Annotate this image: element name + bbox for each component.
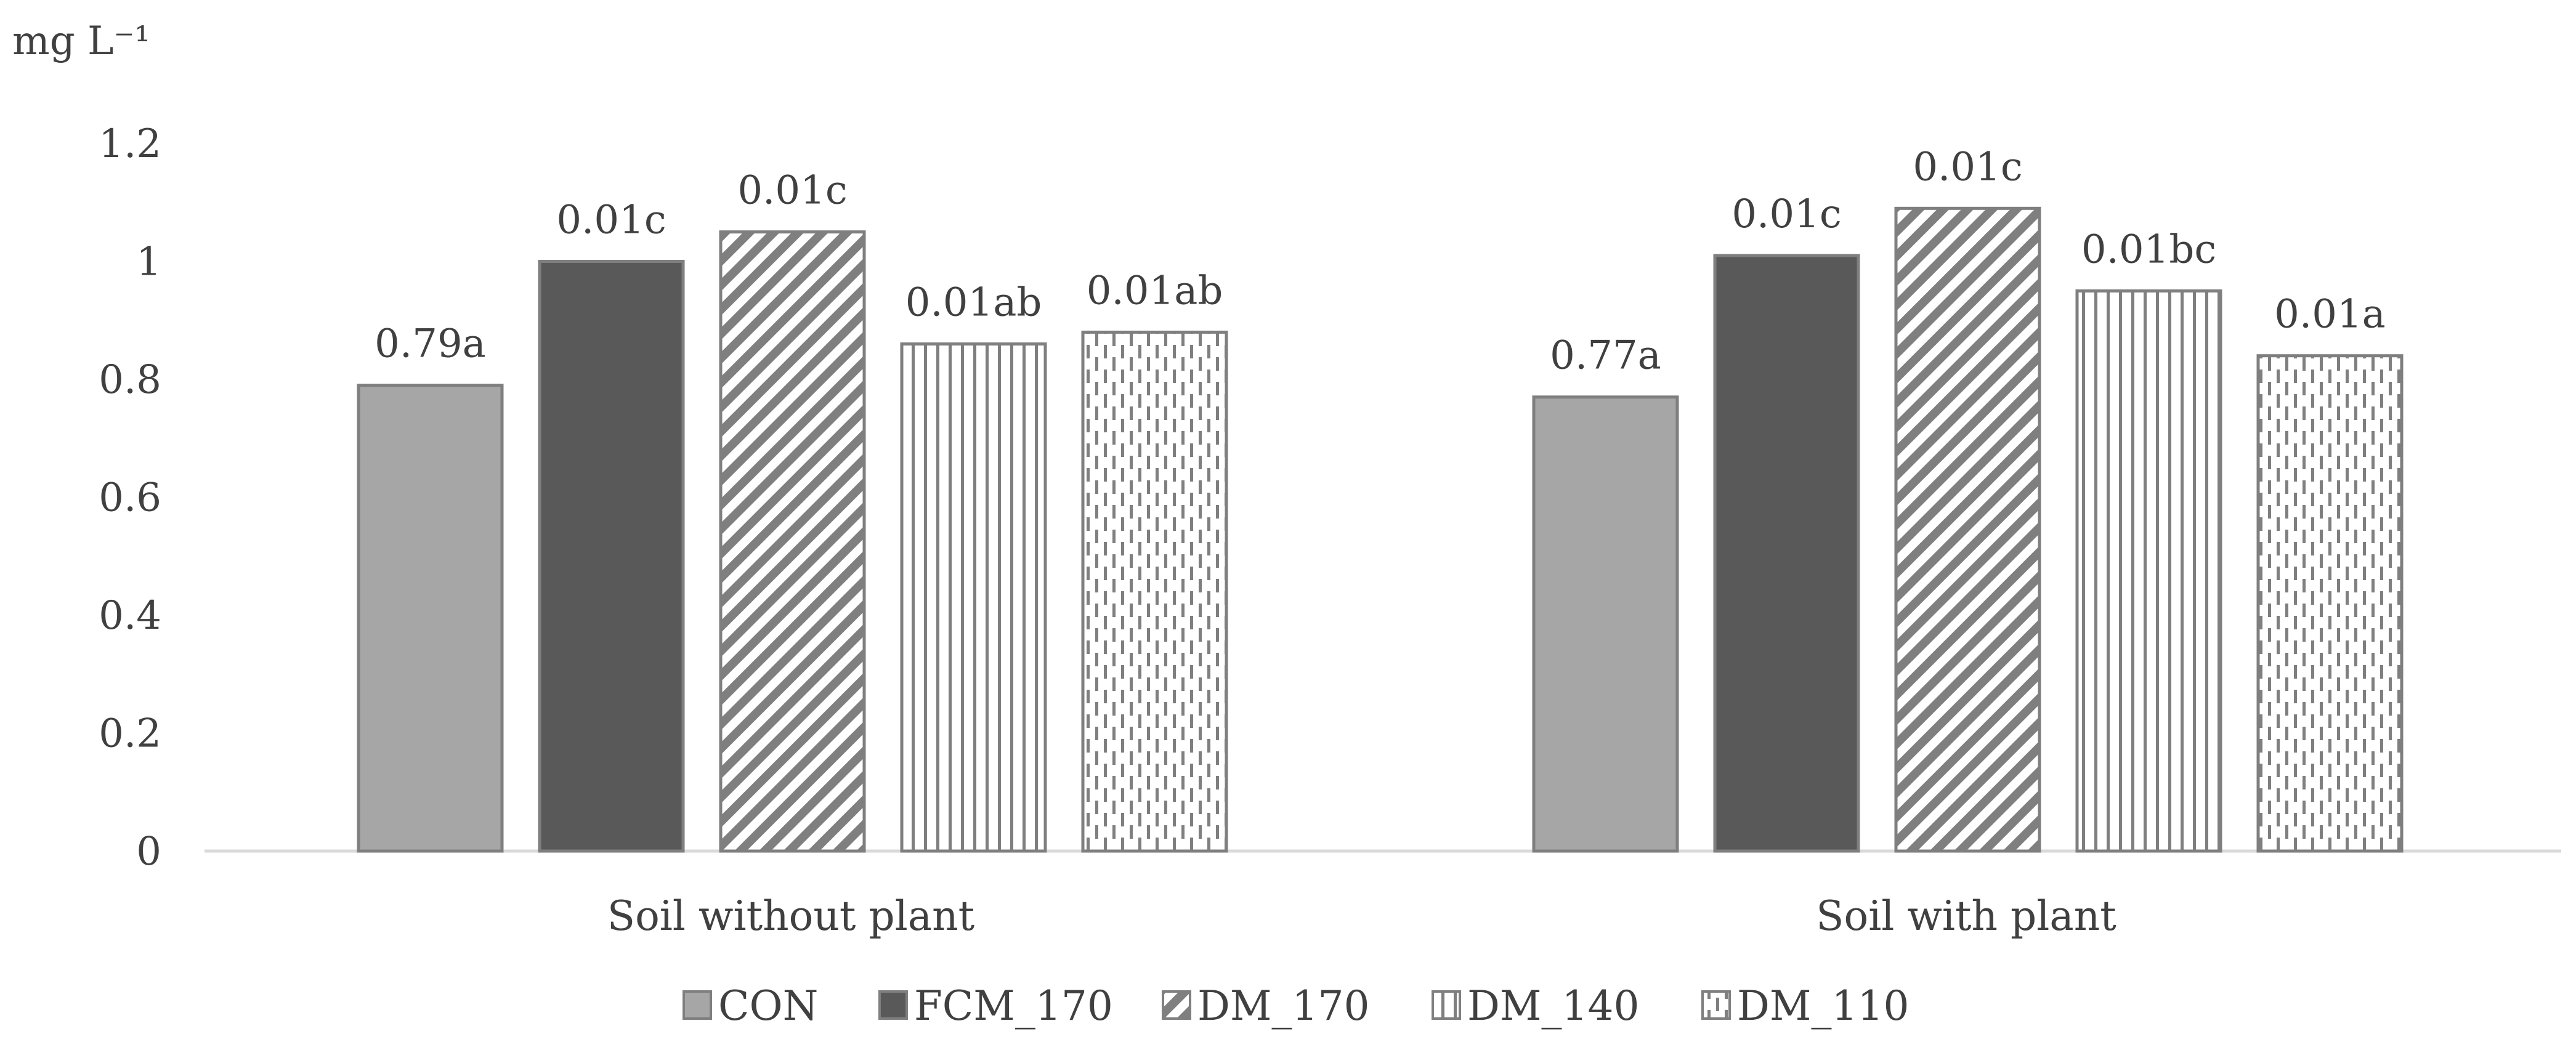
legend-label: DM_140 [1467, 982, 1639, 1030]
legend-swatch-dm-140 [1432, 990, 1461, 1020]
legend-swatch-dm-110 [1701, 990, 1731, 1020]
bar-dm-170-without-plant [719, 230, 866, 853]
bars-group [357, 206, 2404, 853]
bar-dm-110-without-plant [1081, 330, 1228, 853]
legend-label: DM_110 [1737, 982, 1909, 1030]
y-tick-label: 1.2 [99, 121, 161, 167]
y-tick-label: 0.8 [99, 357, 161, 403]
data-label: 0.01c [556, 198, 666, 243]
y-tick-label: 0.4 [99, 593, 161, 639]
y-tick-label: 0.6 [99, 475, 161, 521]
y-axis-ticks: 0 0.2 0.4 0.6 0.8 1 1.2 [99, 121, 161, 874]
bar-con-with-plant [1532, 395, 1679, 853]
y-tick-label: 0 [136, 829, 161, 874]
bar-dm-140-without-plant [900, 342, 1047, 853]
data-label: 0.79a [375, 321, 486, 367]
bar-dm-170-with-plant [1894, 206, 2041, 853]
bar-con-without-plant [357, 384, 504, 853]
category-labels: Soil without plant Soil with plant [607, 892, 2116, 940]
legend-label: CON [718, 982, 818, 1030]
data-label: 0.01ab [905, 280, 1042, 326]
y-tick-label: 0.2 [99, 711, 161, 757]
data-label: 0.01c [737, 168, 847, 214]
legend: CON FCM_170 DM_170 DM_140 DM_110 [682, 982, 1909, 1030]
x-category-label: Soil without plant [607, 892, 974, 940]
data-label: 0.01bc [2081, 227, 2216, 272]
y-axis-label: mg L⁻¹ [12, 18, 150, 64]
x-category-label: Soil with plant [1816, 892, 2116, 940]
data-labels-group: 0.79a 0.01c 0.01c 0.01ab 0.01ab 0.77a 0.01c 0.0… [375, 144, 2386, 378]
legend-swatch-con [682, 990, 712, 1020]
data-label: 0.01a [2274, 292, 2386, 337]
data-label: 0.01c [1732, 192, 1841, 237]
bar-dm-140-with-plant [2075, 289, 2222, 853]
data-label: 0.01ab [1087, 268, 1223, 313]
legend-label: FCM_170 [914, 982, 1113, 1030]
y-tick-label: 1 [136, 240, 161, 285]
bar-dm-110-with-plant [2256, 354, 2404, 853]
bar-fcm-170-with-plant [1713, 254, 1860, 853]
data-label: 0.77a [1550, 333, 1661, 379]
bar-fcm-170-without-plant [538, 260, 685, 853]
legend-label: DM_170 [1197, 982, 1369, 1030]
data-label: 0.01c [1913, 144, 2022, 190]
legend-swatch-fcm-170 [878, 990, 908, 1020]
legend-swatch-dm-170 [1162, 990, 1191, 1020]
